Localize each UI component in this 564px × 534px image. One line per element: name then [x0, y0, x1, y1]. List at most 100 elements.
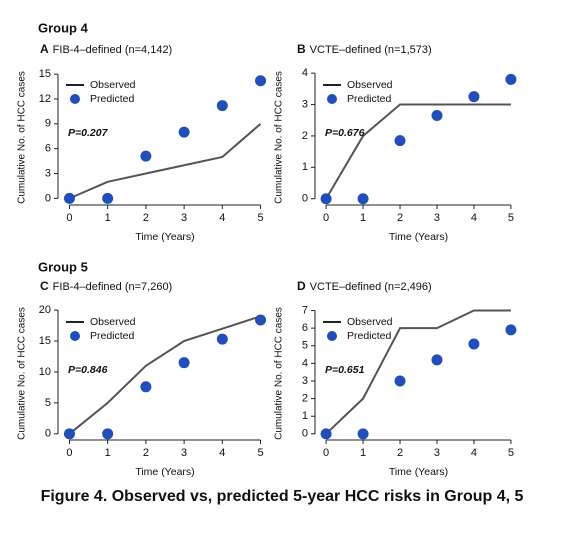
panel-title-text: VCTE–defined (n=1,573) — [310, 44, 432, 56]
predicted-point — [468, 338, 480, 350]
x-tick-label: 5 — [257, 212, 263, 224]
legend-swatch — [327, 94, 337, 104]
panel-title: A FIB-4–defined (n=4,142) — [40, 42, 172, 56]
predicted-point — [63, 428, 75, 440]
predicted-point — [216, 333, 228, 345]
y-tick-label: 20 — [39, 304, 51, 316]
x-tick-label: 2 — [143, 212, 149, 224]
observed-line — [325, 309, 511, 435]
x-tick-label: 5 — [508, 212, 514, 224]
panel-letter: A — [40, 42, 49, 56]
predicted-point — [357, 193, 369, 205]
y-tick-label: 5 — [45, 397, 51, 409]
y-tick-label: 15 — [39, 68, 51, 80]
y-axis-label: Cumulative No. of HCC cases — [274, 71, 285, 204]
x-tick-label: 4 — [471, 212, 477, 224]
group-label: Group 5 — [38, 259, 88, 274]
predicted-point — [357, 428, 369, 440]
figure-caption: Figure 4. Observed vs, predicted 5-year … — [41, 488, 524, 505]
x-tick-label: 0 — [323, 447, 329, 459]
y-tick-label: 3 — [45, 167, 51, 179]
predicted-point — [431, 110, 443, 122]
y-tick-label: 4 — [302, 67, 308, 79]
observed-line — [69, 123, 262, 200]
predicted-point — [255, 75, 267, 87]
predicted-point — [394, 135, 406, 147]
y-tick-label: 2 — [302, 130, 308, 142]
panel-letter: C — [40, 279, 49, 293]
panel-title: C FIB-4–defined (n=7,260) — [40, 279, 172, 293]
predicted-point — [320, 428, 332, 440]
predicted-point — [102, 428, 114, 440]
legend-label: Predicted — [347, 330, 392, 342]
x-tick-label: 1 — [360, 212, 366, 224]
x-tick-label: 3 — [181, 212, 187, 224]
panel-title-text: FIB-4–defined (n=7,260) — [53, 281, 173, 293]
x-tick-label: 2 — [143, 447, 149, 459]
predicted-point — [178, 126, 190, 138]
observed-line — [68, 315, 261, 435]
predicted-point — [320, 193, 332, 205]
predicted-point — [102, 192, 114, 204]
p-value-annotation: P=0.651 — [325, 364, 365, 376]
predicted-point — [505, 324, 517, 336]
y-axis-label: Cumulative No. of HCC cases — [274, 307, 285, 440]
x-tick-label: 3 — [434, 447, 440, 459]
legend-label: Observed — [347, 316, 393, 328]
x-tick-label: 1 — [105, 212, 111, 224]
predicted-point — [140, 150, 152, 162]
observed-line — [325, 103, 511, 200]
predicted-point — [468, 91, 480, 103]
x-tick-label: 1 — [105, 447, 111, 459]
legend-label: Observed — [347, 79, 393, 91]
panel-title-text: VCTE–defined (n=2,496) — [310, 281, 432, 293]
predicted-point — [394, 375, 406, 387]
y-tick-label: 0 — [45, 428, 51, 440]
y-tick-label: 0 — [302, 193, 308, 205]
predicted-point — [178, 357, 190, 369]
y-tick-label: 0 — [302, 428, 308, 440]
predicted-point — [431, 354, 443, 366]
y-tick-label: 6 — [302, 322, 308, 334]
group-label: Group 4 — [38, 20, 89, 35]
y-tick-label: 2 — [302, 393, 308, 405]
x-tick-label: 0 — [66, 447, 72, 459]
x-tick-label: 5 — [508, 447, 514, 459]
y-tick-label: 4 — [302, 357, 308, 369]
x-tick-label: 1 — [360, 447, 366, 459]
p-value-annotation: P=0.207 — [68, 127, 109, 139]
y-tick-label: 7 — [302, 304, 308, 316]
x-tick-label: 4 — [219, 447, 225, 459]
legend-label: Observed — [90, 316, 136, 328]
legend-label: Predicted — [347, 93, 392, 105]
x-axis-label: Time (Years) — [389, 231, 448, 243]
legend-swatch — [70, 331, 80, 341]
y-tick-label: 3 — [302, 375, 308, 387]
predicted-point — [63, 192, 75, 204]
y-tick-label: 9 — [45, 118, 51, 130]
legend-label: Predicted — [90, 330, 135, 342]
predicted-point — [255, 314, 267, 326]
x-tick-label: 4 — [219, 212, 225, 224]
panel-title: B VCTE–defined (n=1,573) — [297, 42, 432, 56]
x-tick-label: 4 — [471, 447, 477, 459]
x-tick-label: 3 — [181, 447, 187, 459]
p-value-annotation: P=0.676 — [325, 127, 365, 139]
y-axis-label: Cumulative No. of HCC cases — [17, 71, 28, 204]
x-tick-label: 5 — [257, 447, 263, 459]
predicted-point — [140, 381, 152, 393]
panel-title: D VCTE–defined (n=2,496) — [297, 279, 432, 293]
panel-title-text: FIB-4–defined (n=4,142) — [53, 44, 173, 56]
y-tick-label: 3 — [302, 98, 308, 110]
p-value-annotation: P=0.846 — [68, 364, 108, 376]
y-tick-label: 5 — [302, 340, 308, 352]
predicted-point — [505, 73, 517, 85]
x-axis-label: Time (Years) — [135, 466, 194, 478]
y-tick-label: 12 — [39, 93, 51, 105]
y-tick-label: 1 — [302, 410, 308, 422]
x-tick-label: 0 — [323, 212, 329, 224]
x-axis-label: Time (Years) — [135, 231, 194, 243]
y-tick-label: 1 — [302, 161, 308, 173]
x-tick-label: 3 — [434, 212, 440, 224]
